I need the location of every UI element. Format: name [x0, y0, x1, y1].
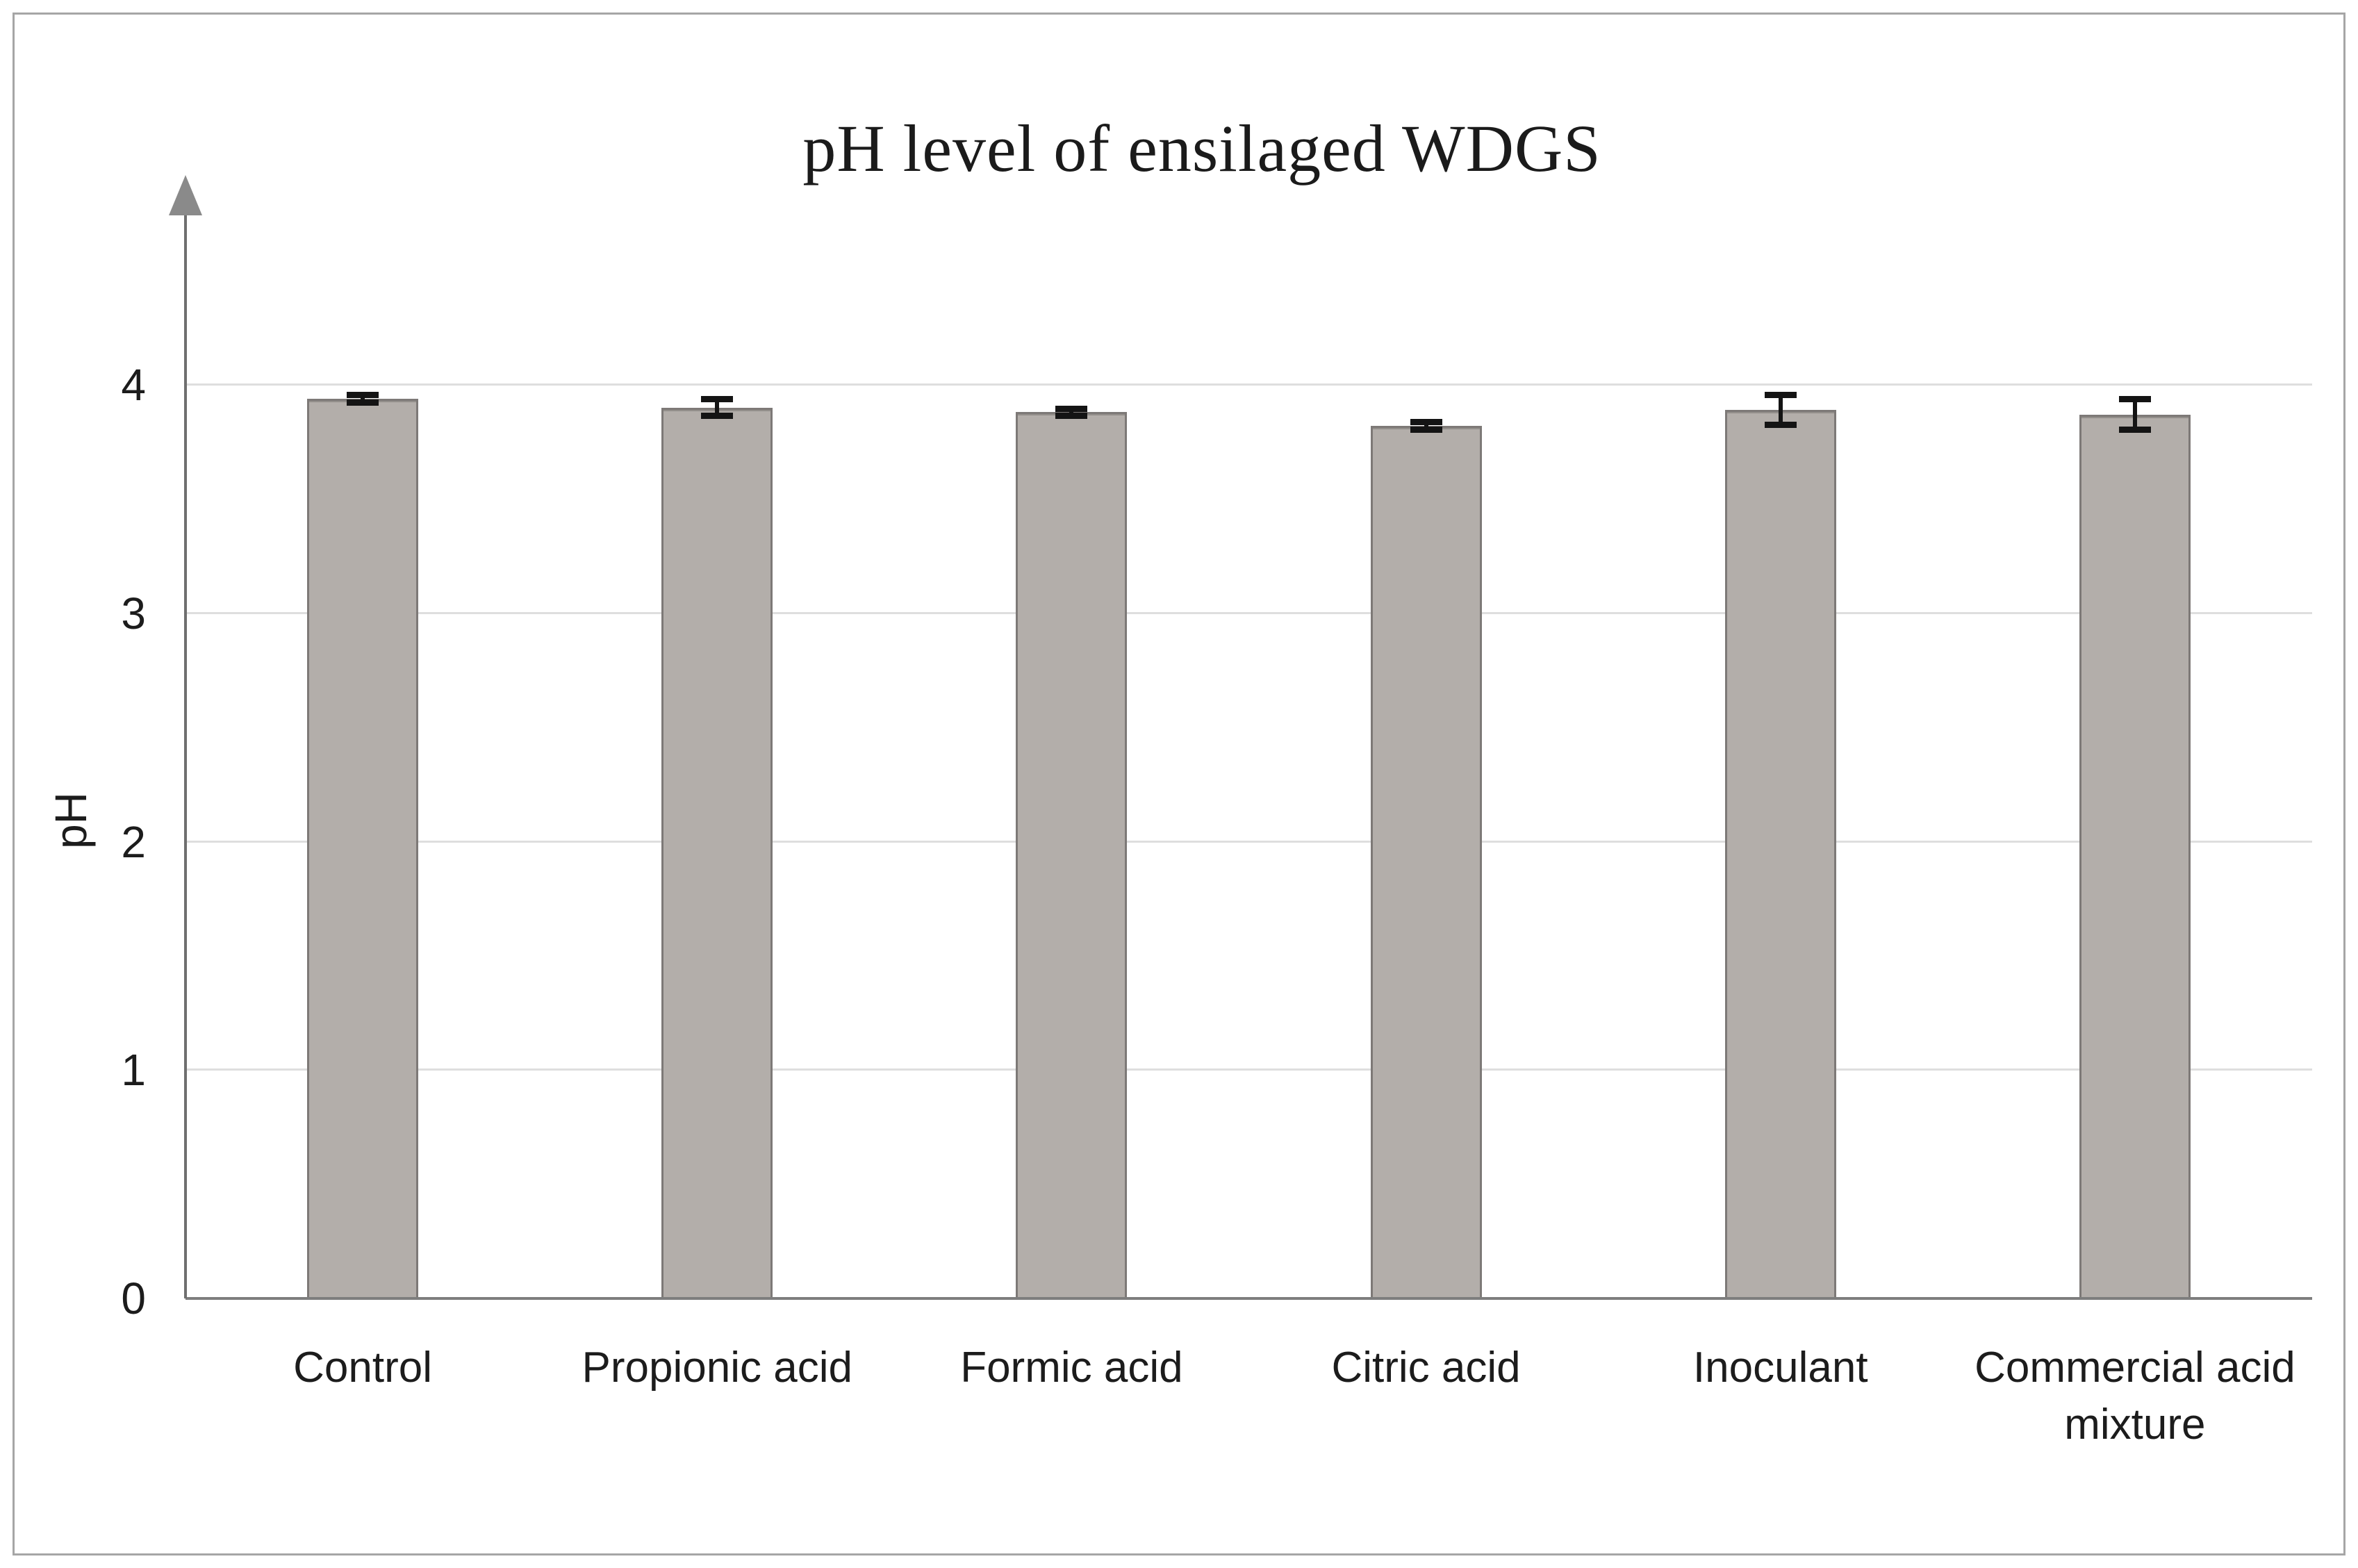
- error-bar-part: [1778, 393, 1783, 427]
- error-bar: [701, 396, 734, 420]
- x-category-label-control: Control: [293, 1344, 433, 1392]
- bar-formic-acid: [1016, 412, 1128, 1298]
- error-bar-part: [701, 413, 734, 420]
- error-bar: [347, 391, 379, 406]
- error-bar-part: [2132, 398, 2137, 431]
- error-bar-part: [1069, 407, 1074, 418]
- error-bar-part: [715, 398, 720, 418]
- bar-slot: [1603, 179, 1958, 1298]
- gridline-2: [185, 840, 2312, 843]
- bar-inoculant: [1724, 410, 1836, 1298]
- y-tick-label-4: 4: [121, 360, 146, 410]
- bar-citric-acid: [1370, 426, 1482, 1298]
- y-tick-label-3: 3: [121, 588, 146, 638]
- bar-slot: [1958, 179, 2312, 1298]
- x-category-label-propionic-acid: Propionic acid: [582, 1344, 852, 1392]
- figure-border: [13, 13, 2345, 1555]
- error-bar: [1410, 419, 1442, 434]
- error-bar: [1764, 391, 1797, 429]
- bar-control: [307, 398, 419, 1298]
- gridline-1: [185, 1068, 2312, 1071]
- x-category-label-commercial-acid-mixture: Commercial acid mixture: [1974, 1344, 2295, 1449]
- x-category-label-formic-acid: Formic acid: [960, 1344, 1183, 1392]
- plot-area: [169, 175, 2312, 1300]
- error-bar: [2118, 396, 2151, 434]
- y-tick-label-1: 1: [121, 1045, 146, 1096]
- bar-propionic-acid: [661, 407, 773, 1298]
- error-bar-part: [1764, 422, 1797, 429]
- x-axis-line: [185, 1297, 2312, 1300]
- bar-slot: [1249, 179, 1603, 1298]
- error-bar: [1055, 405, 1088, 420]
- error-bar-part: [1055, 413, 1088, 420]
- y-axis-line: [184, 210, 187, 1298]
- x-category-label-inoculant: Inoculant: [1692, 1344, 1868, 1392]
- x-category-label-citric-acid: Citric acid: [1331, 1344, 1521, 1392]
- error-bar-part: [347, 399, 379, 406]
- error-bar-part: [361, 393, 365, 404]
- y-tick-label-0: 0: [121, 1273, 146, 1323]
- bar-commercial-acid-mixture: [2079, 414, 2191, 1298]
- y-axis-arrow-icon: [169, 175, 202, 215]
- error-bar-part: [1424, 421, 1428, 431]
- gridline-4: [185, 383, 2312, 386]
- bar-slot: [894, 179, 1248, 1298]
- bar-slot: [540, 179, 894, 1298]
- error-bar-part: [2118, 427, 2151, 434]
- chart-title: pH level of ensilaged WDGS: [802, 111, 1601, 185]
- gridline-3: [185, 611, 2312, 614]
- y-tick-label-2: 2: [121, 816, 146, 867]
- bar-slot: [185, 179, 540, 1298]
- error-bar-part: [1410, 427, 1442, 434]
